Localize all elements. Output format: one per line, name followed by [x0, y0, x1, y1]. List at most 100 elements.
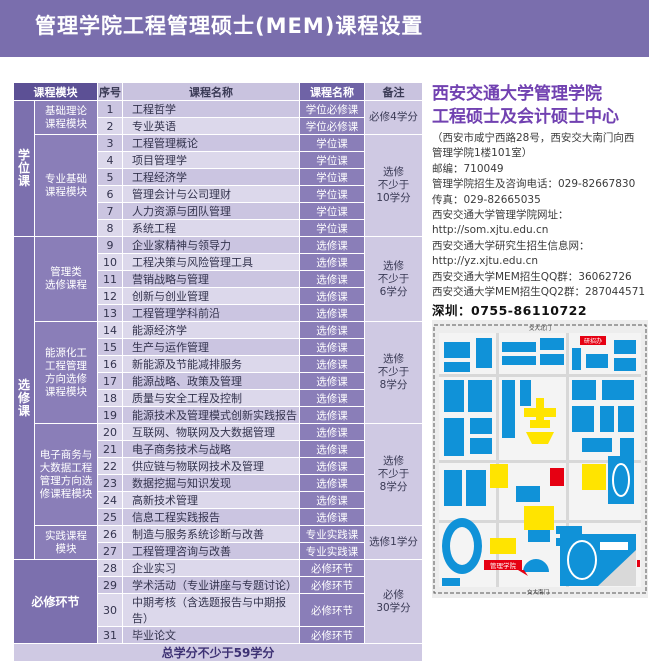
course-number: 7 — [98, 203, 122, 219]
course-name: 生产与运作管理 — [123, 339, 299, 355]
course-type: 学位必修课 — [300, 118, 364, 134]
course-type: 选修课 — [300, 441, 364, 457]
course-type: 必修环节 — [300, 627, 364, 643]
course-row-3: 专业基础 课程模块 3 工程管理概论 学位课 选修 不少于 10学分 — [14, 135, 422, 236]
course-row-12: 12 创新与创业管理 选修课 — [14, 288, 422, 304]
table-footer-row: 总学分不少于59学分 — [14, 644, 422, 661]
course-row-14: 能源化工 工程管理 方向选修 课程模块 14 能源经济学 选修课 选修 不少于 8学分 — [14, 322, 422, 423]
course-type: 学位课 — [300, 220, 364, 236]
course-name: 质量与安全工程及控制 — [123, 390, 299, 406]
course-type: 选修课 — [300, 373, 364, 389]
svg-text:研招办: 研招办 — [584, 337, 602, 345]
course-number: 14 — [98, 322, 122, 338]
svg-text:管理学院: 管理学院 — [490, 561, 517, 570]
course-type: 选修课 — [300, 407, 364, 423]
category-cell: 选 修 课 — [14, 237, 34, 559]
module-cell: 能源化工 工程管理 方向选修 课程模块 — [35, 322, 97, 423]
course-number: 11 — [98, 271, 122, 287]
course-row-21: 21 电子商务技术与战略 选修课 — [14, 441, 422, 457]
postcode: 邮编：710049 — [432, 162, 504, 175]
course-number: 8 — [98, 220, 122, 236]
note-cell: 选修 不少于 8学分 — [365, 424, 422, 525]
map-marker-admissions: 研招办 — [580, 336, 606, 345]
course-number: 15 — [98, 339, 122, 355]
course-number: 30 — [98, 594, 122, 626]
course-name: 营销战略与管理 — [123, 271, 299, 287]
mem-qq-group: 西安交通大学MEM招生QQ群：36062726 — [432, 270, 632, 283]
course-number: 2 — [98, 118, 122, 134]
course-name: 中期考核（含选题报告与中期报告） — [123, 594, 299, 626]
course-type: 选修课 — [300, 475, 364, 491]
course-name: 信息工程实践报告 — [123, 509, 299, 525]
course-type: 必修环节 — [300, 594, 364, 626]
course-number: 16 — [98, 356, 122, 372]
course-number: 31 — [98, 627, 122, 643]
course-type: 选修课 — [300, 237, 364, 253]
course-name: 企业实习 — [123, 560, 299, 576]
course-name: 能源经济学 — [123, 322, 299, 338]
course-type: 选修课 — [300, 254, 364, 270]
course-type: 专业实践课 — [300, 526, 364, 542]
course-row-19: 19 能源技术及管理模式创新实践报告 选修课 — [14, 407, 422, 423]
course-table-body: 学 位 课基础理论 课程模块 1 工程哲学 学位必修课 必修4学分 2 专业英语 学位必修课专… — [14, 101, 422, 643]
course-type: 选修课 — [300, 339, 364, 355]
header-name: 课程名称 — [123, 83, 299, 100]
course-number: 24 — [98, 492, 122, 508]
course-name: 工程管理学科前沿 — [123, 305, 299, 321]
course-row-5: 5 工程经济学 学位课 — [14, 169, 422, 185]
map-dashed-border — [433, 324, 647, 594]
course-row-16: 16 新能源及节能减排服务 选修课 — [14, 356, 422, 372]
course-type: 学位课 — [300, 186, 364, 202]
course-number: 5 — [98, 169, 122, 185]
course-name: 数据挖掘与知识发现 — [123, 475, 299, 491]
course-type: 选修课 — [300, 390, 364, 406]
course-number: 17 — [98, 373, 122, 389]
title-banner: 管理学院工程管理硕士(MEM)课程设置 — [0, 0, 649, 57]
course-number: 12 — [98, 288, 122, 304]
module-cell: 基础理论 课程模块 — [35, 101, 97, 134]
module-cell: 电子商务与 大数据工程 管理方向选 修课程模块 — [35, 424, 97, 525]
course-row-29: 29 学术活动（专业讲座与专题讨论） 必修环节 — [14, 577, 422, 593]
course-row-10: 10 工程决策与风险管理工具 选修课 — [14, 254, 422, 270]
map-north-gate-label: 交大北门 — [529, 324, 551, 332]
course-type: 选修课 — [300, 271, 364, 287]
course-type: 学位课 — [300, 152, 364, 168]
campus-map: 交大北门 — [432, 320, 648, 598]
course-type: 学位课 — [300, 169, 364, 185]
course-number: 19 — [98, 407, 122, 423]
address-line-1: （西安市咸宁西路28号，西安交大南门向西 — [432, 132, 635, 144]
course-name: 工程哲学 — [123, 101, 299, 117]
course-row-22: 22 供应链与物联网技术及管理 选修课 — [14, 458, 422, 474]
header-note: 备注 — [365, 83, 422, 100]
course-number: 29 — [98, 577, 122, 593]
course-number: 4 — [98, 152, 122, 168]
course-row-2: 2 专业英语 学位必修课 — [14, 118, 422, 134]
module-cell: 专业基础 课程模块 — [35, 135, 97, 236]
course-number: 1 — [98, 101, 122, 117]
course-name: 人力资源与团队管理 — [123, 203, 299, 219]
module-cell: 管理类 选修课程 — [35, 237, 97, 321]
course-type: 学位必修课 — [300, 101, 364, 117]
note-cell: 选修 不少于 6学分 — [365, 237, 422, 321]
map-south-gate-label: 交大南门 — [527, 588, 549, 596]
sidebar-title-line2: 工程硕士及会计硕士中心 — [432, 107, 619, 127]
mem-qq-group-2: 西安交通大学MEM招生QQ2群：287044571 — [432, 286, 646, 299]
sidebar-title: 西安交通大学管理学院 工程硕士及会计硕士中心 — [432, 83, 649, 129]
course-row-26: 实践课程 模块 26 制造与服务系统诊断与改善 专业实践课 选修1学分 — [14, 526, 422, 559]
course-name: 项目管理学 — [123, 152, 299, 168]
course-name: 能源战略、政策及管理 — [123, 373, 299, 389]
course-row-28: 必修环节 28 企业实习必修环节 必修 30学分 — [14, 560, 422, 643]
som-website-url[interactable]: http://som.xjtu.edu.cn — [432, 224, 549, 237]
course-row-23: 23 数据挖掘与知识发现 选修课 — [14, 475, 422, 491]
note-cell: 必修 30学分 — [365, 560, 422, 643]
course-number: 28 — [98, 560, 122, 576]
course-type: 专业实践课 — [300, 543, 364, 559]
note-cell: 必修4学分 — [365, 101, 422, 134]
total-credits: 总学分不少于59学分 — [14, 644, 422, 661]
course-type: 选修课 — [300, 492, 364, 508]
course-row-15: 15 生产与运作管理 选修课 — [14, 339, 422, 355]
course-name: 学术活动（专业讲座与专题讨论） — [123, 577, 299, 593]
admissions-phone: 管理学院招生及咨询电话：029-82667830 — [432, 178, 636, 191]
map-highlighted-buildings — [490, 398, 606, 554]
graduate-admissions-site-url[interactable]: http://yz.xjtu.edu.cn — [432, 255, 539, 268]
